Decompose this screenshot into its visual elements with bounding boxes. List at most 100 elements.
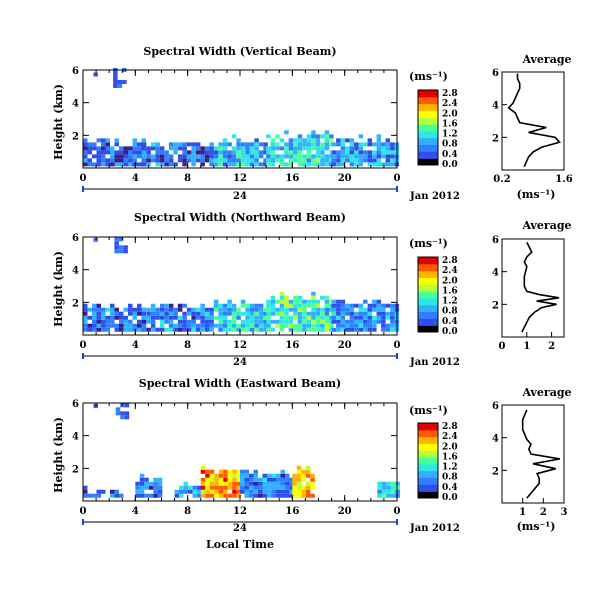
echo-cell [279,146,285,151]
echo-cell [132,150,137,155]
profile-y-tick-label: 6 [492,401,499,412]
echo-cell [200,154,205,159]
echo-cell [336,311,341,316]
echo-cell [358,150,364,155]
echo-cell [253,473,258,478]
echo-cell [297,150,303,155]
echo-cell [132,162,137,167]
echo-cell [311,295,316,300]
profile-y-tick-label: 4 [492,101,499,112]
echo-cell [83,315,88,320]
echo-cell [240,477,245,482]
echo-cell [218,150,223,155]
colorbar-segment [418,110,438,118]
echo-cell [101,150,106,155]
echo-cell [284,323,289,328]
colorbar-segment [418,144,438,152]
echo-cell [240,303,246,308]
echo-cell [148,485,154,490]
echo-cell [358,142,364,147]
echo-cell [279,307,285,312]
echo-cell [311,291,316,296]
echo-cell [289,493,294,498]
echo-cell [141,154,147,159]
echo-cell [345,138,350,143]
echo-cell [146,162,151,167]
echo-cell [279,327,285,332]
colorbar-tick-label: 0.4 [442,483,458,493]
echo-cell [271,485,276,490]
echo-cell [266,303,271,308]
echo-cell [245,303,250,308]
echo-cell [381,142,386,147]
echo-cell [96,154,101,159]
echo-cell [191,142,196,147]
echo-cell [186,150,192,155]
echo-cell [227,473,233,478]
echo-cell [173,142,178,147]
echo-cell [218,307,223,312]
echo-cell [197,489,202,494]
echo-cell [114,237,119,242]
echo-cell [177,323,183,328]
echo-cell [279,295,285,300]
echo-cell [209,469,215,474]
echo-cell [119,315,124,320]
echo-cell [227,469,233,474]
echo-cell [231,315,237,320]
echo-cell [128,150,133,155]
echo-cell [159,150,165,155]
echo-cell [222,303,228,308]
echo-cell [141,323,147,328]
echo-cell [155,142,160,147]
echo-cell [285,485,290,490]
echo-cell [320,150,325,155]
echo-cell [285,473,290,478]
profile-x-tick-label: 0.2 [493,174,510,185]
echo-cell [218,158,223,163]
echo-cell [164,162,169,167]
echo-cell [354,303,359,308]
echo-cell [218,319,223,324]
echo-cell [191,319,196,324]
echo-cell [123,323,128,328]
echo-cell [155,315,160,320]
x-tick-label: 0 [394,173,401,184]
echo-cell [390,327,395,332]
echo-cell [236,489,242,494]
echo-cell [96,311,101,316]
echo-cell [144,477,149,482]
echo-cell [96,319,101,324]
echo-cell [354,319,359,324]
echo-cell [331,311,337,316]
echo-cell [306,134,312,139]
echo-cell [345,158,350,163]
echo-cell [213,299,219,304]
echo-cell [336,319,341,324]
echo-cell [315,323,321,328]
echo-cell [168,327,174,332]
echo-cell [263,307,268,312]
echo-cell [231,311,237,316]
echo-cell [280,469,285,474]
echo-cell [267,485,272,490]
echo-cell [146,327,151,332]
profile-x-tick-label: 3 [561,507,568,518]
echo-cell [367,150,373,155]
echo-cell [258,303,264,308]
echo-cell [245,158,250,163]
echo-cell [296,477,302,482]
echo-cell [92,323,97,328]
profile-y-tick-label: 6 [492,235,499,246]
echo-cell [222,307,228,312]
echo-cell [302,138,307,143]
echo-cell [297,146,303,151]
echo-cell [271,473,276,478]
echo-cell [240,469,245,474]
colorbar-tick-label: 2.8 [442,256,458,266]
echo-cell [223,477,228,482]
echo-cell [363,323,368,328]
echo-cell [150,158,156,163]
echo-cell [288,319,294,324]
echo-cell [301,477,306,482]
